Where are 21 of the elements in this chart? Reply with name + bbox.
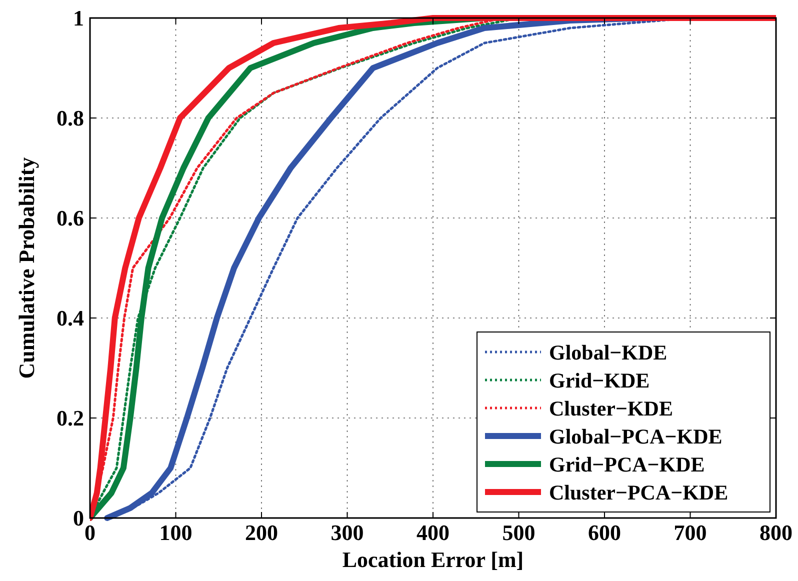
legend-label: Cluster−KDE [549, 396, 673, 420]
x-tick-label: 500 [502, 520, 536, 545]
y-tick-label: 0.8 [56, 106, 84, 131]
legend-label: Global−PCA−KDE [549, 424, 722, 448]
y-tick-label: 1 [73, 6, 84, 31]
legend-label: Cluster−PCA−KDE [549, 480, 728, 504]
x-axis-title: Location Error [m] [342, 547, 524, 572]
y-tick-label: 0.4 [56, 306, 84, 331]
x-tick-label: 200 [245, 520, 278, 545]
x-tick-label: 100 [159, 520, 192, 545]
x-tick-label: 700 [674, 520, 707, 545]
legend-label: Grid−PCA−KDE [549, 452, 705, 476]
x-tick-label: 400 [416, 520, 450, 545]
y-axis-title: Cumulative Probability [14, 157, 39, 379]
legend-label: Grid−KDE [549, 368, 650, 392]
y-tick-label: 0.2 [56, 406, 84, 431]
x-tick-label: 600 [588, 520, 621, 545]
y-tick-label: 0.6 [56, 206, 84, 231]
x-tick-label: 300 [330, 520, 364, 545]
x-tick-label: 800 [760, 520, 792, 545]
legend-label: Global−KDE [549, 340, 668, 364]
